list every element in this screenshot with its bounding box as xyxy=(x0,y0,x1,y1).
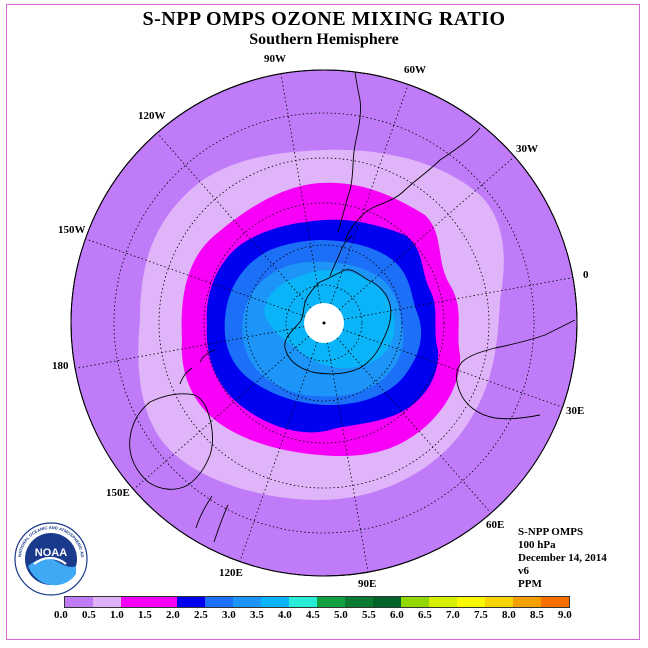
info-level: 100 hPa xyxy=(518,539,556,551)
color-bar-tick-label: 0.0 xyxy=(54,609,68,621)
color-bar-segment xyxy=(513,597,541,607)
color-bar-tick-label: 8.5 xyxy=(530,609,544,621)
info-version: v6 xyxy=(518,565,529,577)
coastline-australia xyxy=(129,393,213,490)
color-bar-ticks: 0.0 0.5 1.0 1.5 2.0 2.5 3.0 3.5 4.0 4.5 5.0 5.5 6.0 6… xyxy=(54,609,596,623)
color-bar-tick-label: 9.0 xyxy=(558,609,572,621)
color-bar-segment xyxy=(261,597,289,607)
lon-label-60e: 60E xyxy=(486,519,504,531)
lon-label-0: 0 xyxy=(583,269,589,281)
noaa-logo: NOAA NATIONAL OCEANIC AND ATMOSPHERIC AD… xyxy=(14,522,88,596)
color-bar-segment xyxy=(65,597,93,607)
color-bar-segment xyxy=(373,597,401,607)
color-bar-tick-label: 5.5 xyxy=(362,609,376,621)
color-bar-segment xyxy=(485,597,513,607)
lon-label-150e: 150E xyxy=(106,487,130,499)
lon-label-90w: 90W xyxy=(264,53,286,65)
lon-label-90e: 90E xyxy=(358,578,376,590)
coastline-south-america xyxy=(337,71,361,233)
color-bar-tick-label: 6.5 xyxy=(418,609,432,621)
color-bar-tick-label: 2.5 xyxy=(194,609,208,621)
color-bar-tick-label: 3.0 xyxy=(222,609,236,621)
color-bar-segment xyxy=(121,597,149,607)
color-bar-segment xyxy=(457,597,485,607)
color-bar-tick-label: 3.5 xyxy=(250,609,264,621)
coastline-peninsula xyxy=(329,235,353,277)
color-bar-tick-label: 6.0 xyxy=(390,609,404,621)
info-instrument: S-NPP OMPS xyxy=(518,526,584,538)
lon-label-180: 180 xyxy=(52,360,69,372)
color-bar-tick-label: 2.0 xyxy=(166,609,180,621)
color-bar-segment xyxy=(317,597,345,607)
color-bar-tick-label: 7.5 xyxy=(474,609,488,621)
info-units: PPM xyxy=(518,578,542,590)
map-subtitle: Southern Hemisphere xyxy=(249,31,399,48)
color-bar-segment xyxy=(233,597,261,607)
coastline-new-zealand xyxy=(179,349,216,385)
figure-frame xyxy=(6,4,640,640)
info-date: December 14, 2014 xyxy=(518,552,607,564)
color-bar-segment xyxy=(93,597,121,607)
map-title: S-NPP OMPS OZONE MIXING RATIO xyxy=(142,8,506,30)
color-bar-tick-label: 1.5 xyxy=(138,609,152,621)
info-block: S-NPP OMPS 100 hPa December 14, 2014 v6 … xyxy=(518,526,607,591)
color-bar-segment xyxy=(149,597,177,607)
lon-label-60w: 60W xyxy=(404,64,426,76)
lon-label-120e: 120E xyxy=(219,567,243,579)
coastline-africa xyxy=(456,319,576,420)
lon-label-120w: 120W xyxy=(138,110,166,122)
color-bar-tick-label: 7.0 xyxy=(446,609,460,621)
color-bar-tick-label: 0.5 xyxy=(82,609,96,621)
color-bar-segment xyxy=(345,597,373,607)
lon-label-30w: 30W xyxy=(516,143,538,155)
color-bar-tick-label: 5.0 xyxy=(334,609,348,621)
color-bar-segment xyxy=(541,597,569,607)
south-pole-marker xyxy=(322,321,326,325)
color-bar-segment xyxy=(205,597,233,607)
coastline-antarctica xyxy=(284,269,392,375)
noaa-logo-text: NOAA xyxy=(35,547,67,559)
color-bar-segment xyxy=(429,597,457,607)
color-bar-segment xyxy=(289,597,317,607)
color-bar-segment xyxy=(401,597,429,607)
color-bar-tick-label: 4.0 xyxy=(278,609,292,621)
lon-label-150w: 150W xyxy=(58,224,86,236)
color-bar-tick-label: 1.0 xyxy=(110,609,124,621)
color-bar-tick-label: 8.0 xyxy=(502,609,516,621)
color-bar xyxy=(64,596,570,608)
color-bar-tick-label: 4.5 xyxy=(306,609,320,621)
color-bar-segment xyxy=(177,597,205,607)
lon-label-30e: 30E xyxy=(566,405,584,417)
